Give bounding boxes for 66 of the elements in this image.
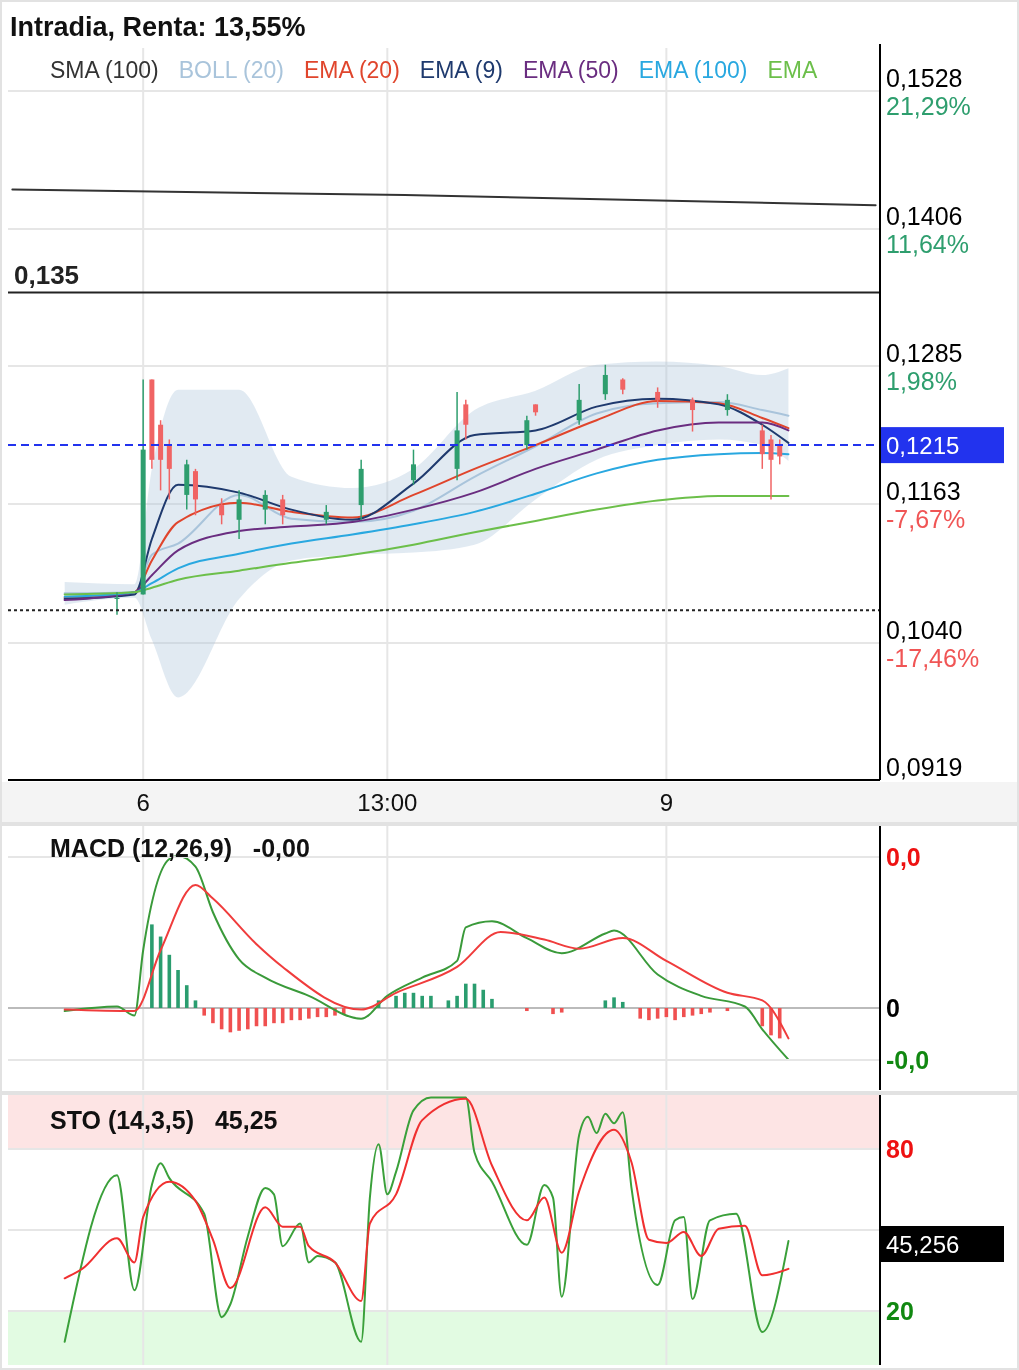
bar (237, 1008, 241, 1031)
text: -0,0 (886, 1046, 930, 1074)
bar (708, 1008, 712, 1013)
chart-title: MACD (12,26,9) -0,00 (50, 834, 310, 862)
bar (211, 1008, 215, 1024)
y-tick-label: 20 (886, 1297, 914, 1325)
bar (246, 1008, 250, 1030)
y-tick-label: 0,1040 (886, 616, 963, 645)
bar (638, 1008, 642, 1019)
bar (184, 985, 189, 1008)
text: 1,98% (886, 366, 957, 395)
bar (620, 1001, 625, 1008)
bar (525, 1008, 529, 1012)
y-tick-label: 0,1285 (886, 338, 963, 367)
text: 0,0 (886, 843, 921, 871)
text: EMA (767, 57, 818, 83)
x-tick-label: 9 (659, 788, 674, 816)
bar (673, 1008, 677, 1021)
text: 0 (886, 994, 900, 1022)
bar (699, 1008, 704, 1015)
bar (394, 995, 398, 1008)
bar (263, 1008, 268, 1027)
bar (682, 1008, 686, 1018)
bar (176, 970, 180, 1008)
bar (272, 1008, 276, 1024)
text: -7,67% (886, 504, 966, 533)
x-tick-label: 13:00 (357, 788, 418, 816)
bar (612, 997, 616, 1008)
y-tick-label: 0,1406 (886, 202, 963, 231)
bar (647, 1008, 651, 1021)
y-tick-label: 0,1528 (886, 63, 963, 92)
ref-line-label: 0,135 (14, 260, 80, 291)
bar (769, 1008, 773, 1036)
text: 21,29% (886, 91, 971, 120)
y-tick-label: 80 (886, 1135, 914, 1163)
bar (307, 1008, 311, 1019)
text: EMA (50) (522, 57, 619, 83)
bar (150, 924, 154, 1008)
chart-title: STO (14,3,5) 45,25 (50, 1106, 278, 1134)
bar (481, 989, 486, 1008)
text: 11,64% (886, 230, 969, 259)
bar (455, 995, 459, 1008)
text: -17,46% (886, 644, 980, 673)
bar (559, 1008, 564, 1013)
bar (490, 998, 494, 1008)
ref-line-label: 0,1215 (886, 431, 960, 459)
y-tick-label: 0,1163 (886, 476, 961, 505)
bar (324, 1008, 329, 1018)
bar (202, 1008, 206, 1016)
bar (402, 992, 407, 1008)
bar (429, 995, 433, 1008)
text: SMA (100) (50, 57, 159, 83)
text: EMA (100) (638, 57, 748, 83)
x-tick-label: 6 (136, 788, 150, 816)
chart-title: Intradia, Renta: 13,55% (10, 12, 306, 42)
text: 45,256 (886, 1230, 960, 1258)
bar (760, 1008, 765, 1027)
text: EMA (20) (303, 57, 400, 83)
bar (420, 995, 424, 1008)
text: BOLL (20) (178, 57, 284, 83)
text: EMA (9) (419, 57, 503, 83)
bar (298, 1008, 302, 1021)
bar (551, 1008, 555, 1015)
bar (464, 983, 468, 1008)
bar (341, 1008, 346, 1015)
y-tick-label: 0,0919 (886, 753, 963, 781)
